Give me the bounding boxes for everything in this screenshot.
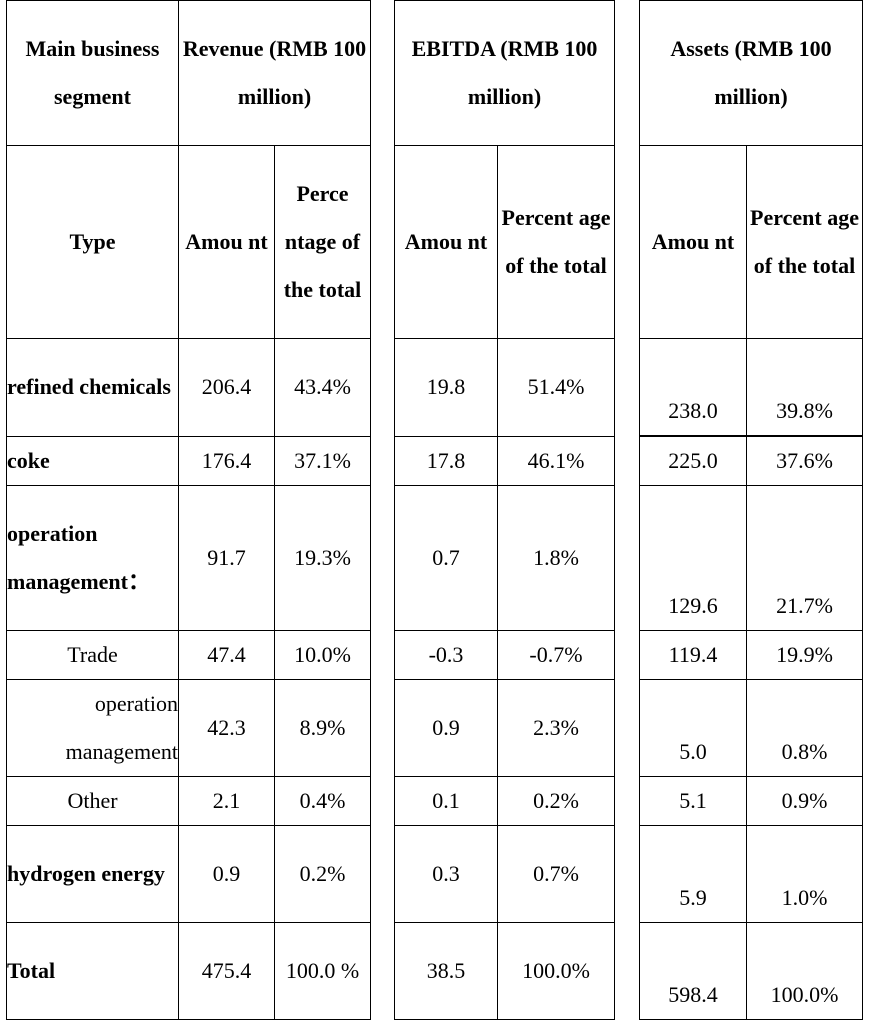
revenue-amount: 91.7 <box>178 485 275 631</box>
assets-amount: 5.9 <box>639 825 747 923</box>
table-row: Trade 47.4 10.0% -0.3 -0.7% 119.4 19.9% <box>6 630 863 680</box>
header-row: Main business segment Revenue (RMB 100 m… <box>6 0 863 1020</box>
table-row: hydrogen energy 0.9 0.2% 0.3 0.7% 5.9 1.… <box>6 825 863 923</box>
revenue-percentage: 10.0% <box>274 630 371 680</box>
table-row: coke 176.4 37.1% 17.8 46.1% 225.0 37.6% <box>6 435 863 486</box>
header-segment: Main business segment <box>6 0 179 146</box>
revenue-percentage: 100.0 % <box>274 922 371 1020</box>
revenue-amount: 206.4 <box>178 338 275 437</box>
assets-percentage: 37.6% <box>746 435 863 486</box>
assets-amount: 119.4 <box>639 630 747 680</box>
assets-percentage: 21.7% <box>746 485 863 631</box>
row-type: coke <box>6 435 179 486</box>
assets-amount: 225.0 <box>639 435 747 486</box>
assets-percentage: 0.9% <box>746 776 863 826</box>
subheader-revenue-amount: Amou nt <box>178 145 275 339</box>
revenue-amount: 47.4 <box>178 630 275 680</box>
row-type: hydrogen energy <box>6 825 179 923</box>
revenue-amount: 176.4 <box>178 435 275 486</box>
row-type: operation management <box>6 679 179 777</box>
assets-percentage: 0.8% <box>746 679 863 777</box>
column-gap <box>370 0 395 1020</box>
header-ebitda: EBITDA (RMB 100 million) <box>394 0 615 146</box>
assets-amount: 5.1 <box>639 776 747 826</box>
column-gap <box>614 0 640 1020</box>
ebitda-percentage: 100.0% <box>497 922 615 1020</box>
revenue-amount: 0.9 <box>178 825 275 923</box>
ebitda-percentage: -0.7% <box>497 630 615 680</box>
ebitda-amount: 0.9 <box>394 679 498 777</box>
ebitda-percentage: 2.3% <box>497 679 615 777</box>
table-row: refined chemicals 206.4 43.4% 19.8 51.4%… <box>6 338 863 437</box>
row-type: Trade <box>6 630 179 680</box>
revenue-percentage: 8.9% <box>274 679 371 777</box>
header-revenue: Revenue (RMB 100 million) <box>178 0 371 146</box>
table-row: operation management： 91.7 19.3% 0.7 1.8… <box>6 485 863 631</box>
table-row: operation management 42.3 8.9% 0.9 2.3% … <box>6 679 863 777</box>
ebitda-percentage: 0.7% <box>497 825 615 923</box>
total-row: Total 475.4 100.0 % 38.5 100.0% 598.4 10… <box>6 922 863 1020</box>
row-type: operation management： <box>6 485 179 631</box>
revenue-percentage: 37.1% <box>274 435 371 486</box>
assets-percentage: 39.8% <box>746 338 863 437</box>
subheader-assets-percentage: Percent age of the total <box>746 145 863 339</box>
ebitda-amount: 17.8 <box>394 435 498 486</box>
ebitda-amount: 0.1 <box>394 776 498 826</box>
assets-percentage: 19.9% <box>746 630 863 680</box>
revenue-percentage: 19.3% <box>274 485 371 631</box>
header-assets: Assets (RMB 100 million) <box>639 0 863 146</box>
segment-table: Main business segment Revenue (RMB 100 m… <box>6 0 863 1020</box>
assets-amount: 598.4 <box>639 922 747 1020</box>
assets-percentage: 1.0% <box>746 825 863 923</box>
revenue-percentage: 0.4% <box>274 776 371 826</box>
subheader-revenue-percentage: Perce ntage of the total <box>274 145 371 339</box>
revenue-amount: 2.1 <box>178 776 275 826</box>
ebitda-percentage: 46.1% <box>497 435 615 486</box>
subheader-ebitda-percentage: Percent age of the total <box>497 145 615 339</box>
row-type: refined chemicals <box>6 338 179 437</box>
assets-amount: 238.0 <box>639 338 747 437</box>
table-row: Other 2.1 0.4% 0.1 0.2% 5.1 0.9% <box>6 776 863 826</box>
ebitda-percentage: 0.2% <box>497 776 615 826</box>
revenue-amount: 42.3 <box>178 679 275 777</box>
ebitda-amount: 19.8 <box>394 338 498 437</box>
revenue-amount: 475.4 <box>178 922 275 1020</box>
assets-amount: 129.6 <box>639 485 747 631</box>
assets-percentage: 100.0% <box>746 922 863 1020</box>
ebitda-amount: -0.3 <box>394 630 498 680</box>
subheader-type: Type <box>6 145 179 339</box>
revenue-percentage: 43.4% <box>274 338 371 437</box>
subheader-row: Type Amou nt Perce ntage of the total Am… <box>6 145 863 339</box>
row-type: Total <box>6 922 179 1020</box>
ebitda-amount: 38.5 <box>394 922 498 1020</box>
subheader-ebitda-amount: Amou nt <box>394 145 498 339</box>
ebitda-amount: 0.3 <box>394 825 498 923</box>
ebitda-percentage: 1.8% <box>497 485 615 631</box>
subheader-assets-amount: Amou nt <box>639 145 747 339</box>
row-type: Other <box>6 776 179 826</box>
assets-amount: 5.0 <box>639 679 747 777</box>
ebitda-percentage: 51.4% <box>497 338 615 437</box>
revenue-percentage: 0.2% <box>274 825 371 923</box>
ebitda-amount: 0.7 <box>394 485 498 631</box>
